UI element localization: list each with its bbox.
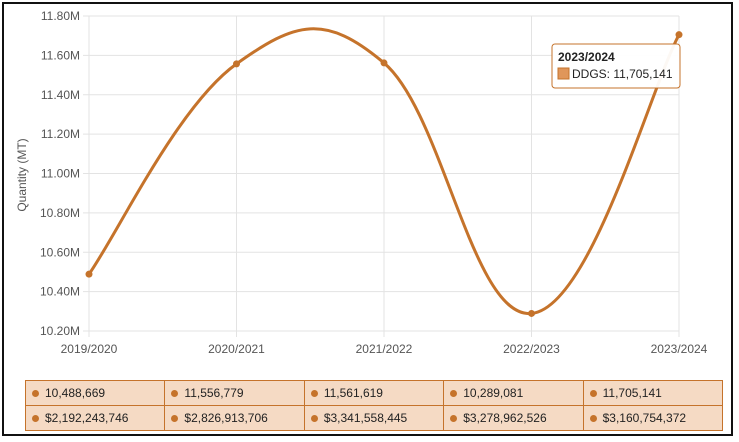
quantity-value: 10,289,081 <box>463 386 524 400</box>
y-tick-label: 10.20M <box>40 324 80 338</box>
quantity-cell: 10,488,669 <box>26 381 164 405</box>
bullet-icon <box>450 389 458 397</box>
quantity-value: 10,488,669 <box>45 386 106 400</box>
dollar-value: $2,192,243,746 <box>45 411 129 425</box>
data-point[interactable] <box>380 59 388 67</box>
value-cell: $3,341,558,445 <box>304 405 444 430</box>
x-tick-label: 2022/2023 <box>503 342 560 356</box>
y-axis-ticks: 10.20M 10.40M 10.60M 10.80M 11.00M 11.20M 11.4… <box>40 9 80 338</box>
line-chart: 10.20M 10.40M 10.60M 10.80M 11.00M 11.20M 11.4… <box>15 9 708 356</box>
data-point[interactable] <box>233 60 240 68</box>
x-tick-label: 2023/2024 <box>651 342 708 356</box>
x-axis-ticks: 2019/2020 2020/2021 2021/2022 2022/2023 2023… <box>61 342 708 356</box>
bullet-icon <box>589 414 597 422</box>
y-tick-label: 10.60M <box>40 245 80 259</box>
dollar-value: $3,160,754,372 <box>602 411 687 425</box>
data-point[interactable] <box>528 309 535 317</box>
quantity-cell: 11,705,141 <box>584 381 722 405</box>
x-tick-label: 2019/2020 <box>61 342 118 356</box>
y-axis-title: Quantity (MT) <box>15 138 29 211</box>
tooltip-title: 2023/2024 <box>558 50 615 64</box>
y-tick-label: 11.60M <box>41 48 80 62</box>
bullet-icon <box>32 414 39 422</box>
data-point[interactable] <box>675 31 683 39</box>
quantity-value: 11,561,619 <box>323 386 383 400</box>
dollar-value: $2,826,913,706 <box>184 411 268 425</box>
data-points <box>85 31 683 317</box>
y-tick-label: 11.80M <box>41 9 80 23</box>
table-column: 11,561,619 $3,341,558,445 <box>304 381 445 430</box>
bullet-icon <box>450 414 458 422</box>
table-column: 10,289,081 $3,278,962,526 <box>444 381 584 430</box>
table-column: 11,705,141 $3,160,754,372 <box>583 381 723 430</box>
y-tick-label: 11.20M <box>41 127 80 141</box>
quantity-cell: 11,561,619 <box>305 381 443 405</box>
bullet-icon <box>171 414 179 422</box>
chart-frame <box>2 2 733 436</box>
data-point[interactable] <box>85 270 93 278</box>
bullet-icon <box>310 414 318 422</box>
tooltip-swatch <box>557 67 570 80</box>
tooltip-text: DDGS: 11,705,141 <box>572 67 673 81</box>
quantity-value: 11,705,141 <box>602 386 662 400</box>
dollar-value: $3,341,558,445 <box>323 411 408 425</box>
table-column: 10,488,669 $2,192,243,746 <box>26 381 166 430</box>
x-tick-label: 2020/2021 <box>208 342 265 356</box>
data-table: 10,488,669 $2,192,243,746 11,556,779 $2,… <box>25 380 723 431</box>
y-tick-label: 10.40M <box>40 285 80 299</box>
quantity-cell: 10,289,081 <box>444 381 582 405</box>
value-cell: $3,278,962,526 <box>444 405 583 430</box>
bullet-icon <box>171 389 179 397</box>
series-line-ddgs <box>87 27 681 315</box>
quantity-cell: 11,556,779 <box>165 381 303 405</box>
x-tick-label: 2021/2022 <box>356 342 413 356</box>
value-cell: $2,826,913,706 <box>165 405 304 430</box>
y-tick-label: 11.00M <box>41 167 80 181</box>
bullet-icon <box>589 389 597 397</box>
table-column: 11,556,779 $2,826,913,706 <box>165 381 305 430</box>
quantity-value: 11,556,779 <box>184 386 244 400</box>
value-cell: $3,160,754,372 <box>583 405 723 430</box>
y-tick-label: 10.80M <box>40 206 80 220</box>
y-tick-label: 11.40M <box>41 88 80 102</box>
grid-lines <box>83 15 680 337</box>
dollar-value: $3,278,962,526 <box>463 411 547 425</box>
bullet-icon <box>32 389 39 397</box>
bullet-icon <box>310 389 318 397</box>
value-cell: $2,192,243,746 <box>26 405 165 430</box>
tooltip: 2023/2024 DDGS: 11,705,141 <box>551 43 681 89</box>
